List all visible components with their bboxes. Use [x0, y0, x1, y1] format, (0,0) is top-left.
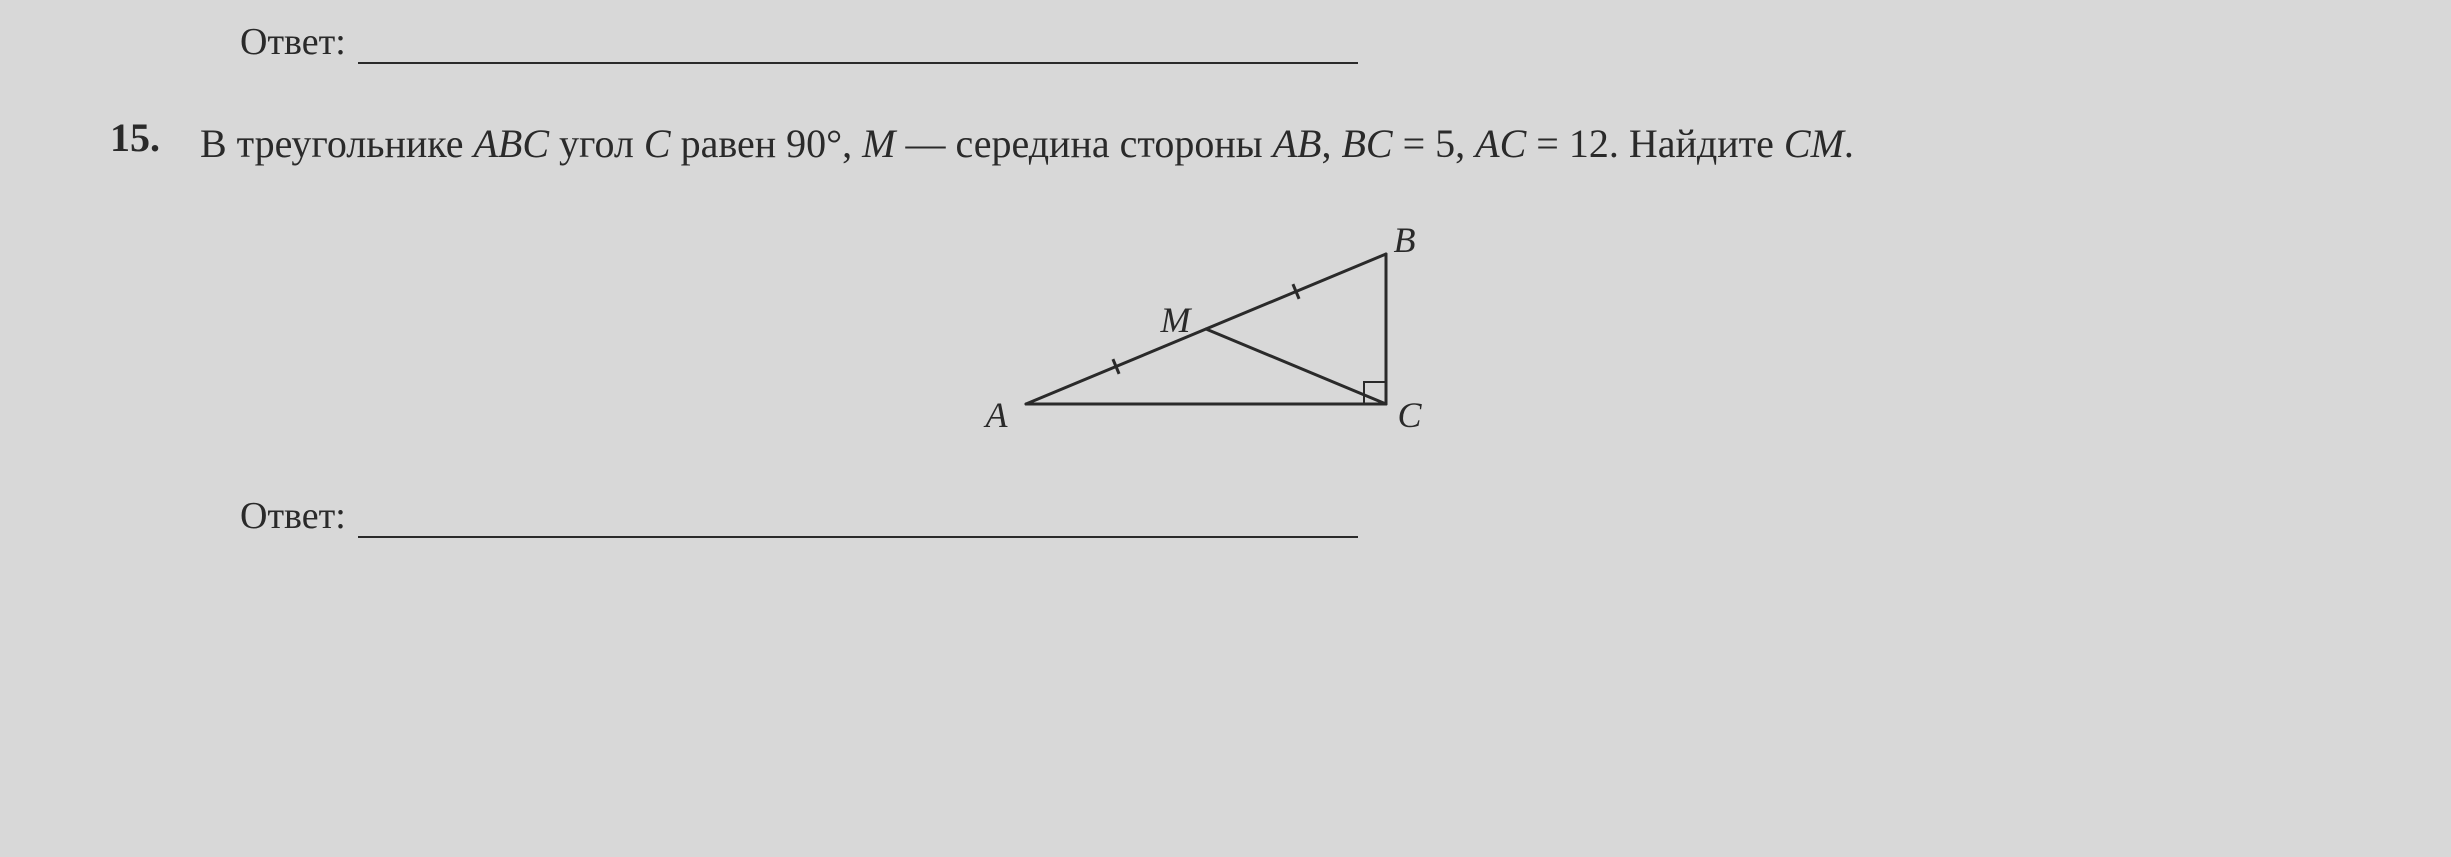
- var-bc: BC: [1341, 121, 1392, 166]
- text-segment: В треугольнике: [200, 121, 474, 166]
- page-container: Ответ: 15. В треугольнике ABC угол C рав…: [0, 0, 2451, 857]
- problem-row: 15. В треугольнике ABC угол C равен 90°,…: [100, 114, 2311, 174]
- triangle-figure: A B C M: [966, 214, 1446, 434]
- text-segment: .: [1844, 121, 1854, 166]
- problem-number: 15.: [100, 114, 200, 161]
- text-segment: угол: [549, 121, 644, 166]
- problem-statement: В треугольнике ABC угол C равен 90°, M —…: [200, 114, 2311, 174]
- vertex-label-A: A: [986, 394, 1008, 436]
- text-segment: — середина стороны: [895, 121, 1272, 166]
- text-segment: = 12. Найди­те: [1526, 121, 1784, 166]
- vertex-label-M: M: [1161, 299, 1191, 341]
- var-c: C: [644, 121, 671, 166]
- text-segment: ,: [1321, 121, 1341, 166]
- vertex-label-B: B: [1394, 219, 1416, 261]
- vertex-label-C: C: [1398, 394, 1422, 436]
- bottom-answer-blank: [358, 500, 1358, 538]
- top-answer-row: Ответ:: [240, 20, 2311, 64]
- triangle-svg: [966, 214, 1446, 434]
- top-answer-label: Ответ:: [240, 20, 346, 64]
- var-abc: ABC: [474, 121, 550, 166]
- edge-MC: [1206, 329, 1386, 404]
- var-ab: AB: [1273, 121, 1322, 166]
- bottom-answer-label: Ответ:: [240, 494, 346, 538]
- var-m: M: [862, 121, 895, 166]
- var-ac: AC: [1475, 121, 1526, 166]
- text-segment: = 5,: [1393, 121, 1476, 166]
- text-segment: равен 90°,: [671, 121, 863, 166]
- bottom-answer-row: Ответ:: [240, 494, 2311, 538]
- figure-container: A B C M: [100, 214, 2311, 434]
- top-answer-blank: [358, 26, 1358, 64]
- var-cm: CM: [1784, 121, 1844, 166]
